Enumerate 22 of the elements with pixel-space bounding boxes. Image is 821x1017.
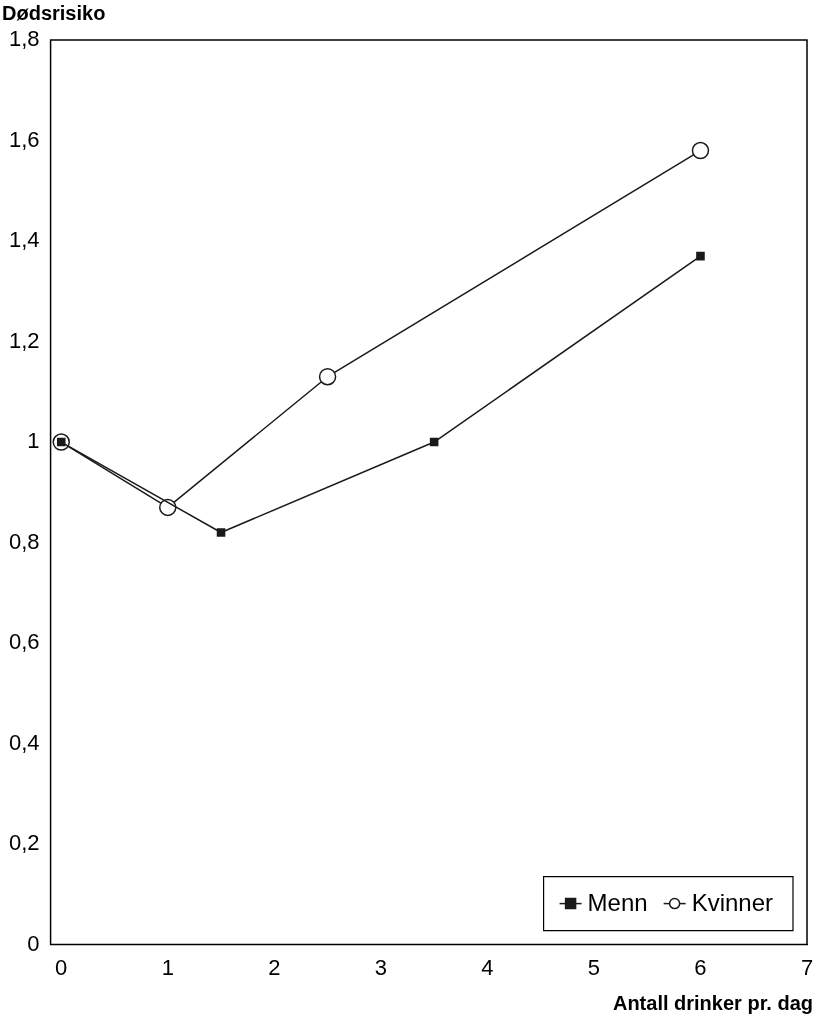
y-tick-label: 1,4 (8, 227, 40, 253)
y-tick-label: 1 (27, 428, 40, 454)
y-tick-label: 1,2 (8, 327, 40, 353)
y-tick-label: 0 (27, 930, 40, 956)
legend-label: Kvinner (691, 889, 774, 917)
x-tick-label: 0 (55, 954, 68, 980)
x-tick-label: 4 (481, 954, 494, 980)
y-tick-label: 1,8 (8, 26, 40, 52)
y-tick-label: 1,6 (8, 126, 40, 152)
y-tick-label: 0,4 (8, 729, 40, 755)
x-tick-label: 3 (374, 954, 387, 980)
x-tick-label: 2 (268, 954, 281, 980)
y-tick-label: 0,6 (8, 629, 40, 655)
y-tick-label: 0,2 (8, 830, 40, 856)
legend-label: Menn (587, 889, 648, 917)
x-axis-title: Antall drinker pr. dag (612, 992, 813, 1015)
x-tick-label: 6 (694, 954, 707, 980)
x-tick-label: 7 (800, 954, 814, 980)
x-tick-label: 1 (161, 954, 174, 980)
y-axis-title: Dødsrisiko (2, 2, 106, 25)
y-tick-label: 0,8 (8, 528, 40, 554)
x-tick-label: 5 (587, 954, 601, 980)
